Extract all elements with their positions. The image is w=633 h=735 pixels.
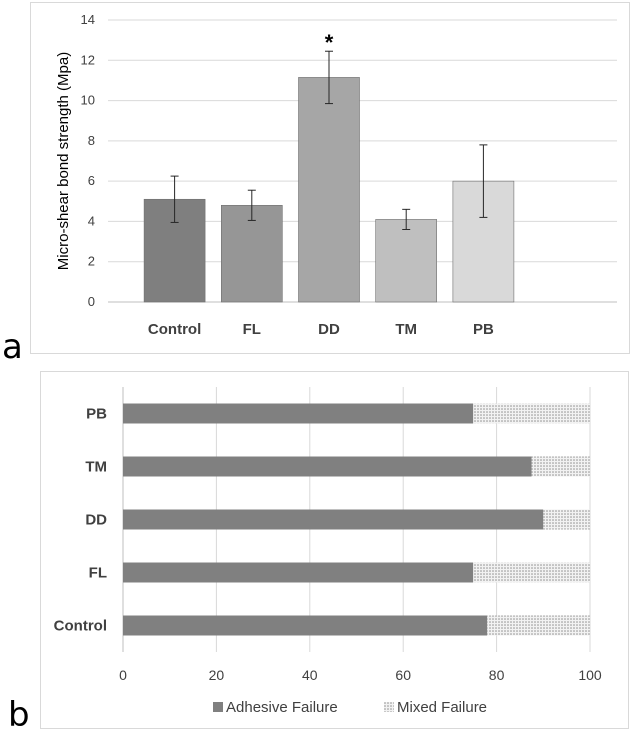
x-tick-label: 0 [119, 667, 127, 683]
x-category-label: TM [395, 321, 417, 338]
bar-segment [123, 509, 544, 530]
bar-segment [473, 403, 590, 424]
y-tick-label: 12 [81, 52, 95, 67]
y-tick-label: 6 [88, 173, 95, 188]
y-tick-label: 14 [81, 12, 95, 27]
x-category-label: PB [473, 321, 494, 338]
x-tick-label: 60 [395, 667, 411, 683]
legend-swatch [213, 702, 223, 712]
y-category-label: Control [54, 618, 107, 635]
y-category-label: TM [85, 459, 107, 476]
legend-label: Adhesive Failure [226, 699, 338, 716]
bar-segment [543, 509, 590, 530]
failure-mode-chart: 0 20 40 60 80 100 PB TM DD FL Control Adhesive Fail… [54, 387, 602, 716]
y-tick-label: 4 [88, 213, 95, 228]
x-category-label: FL [243, 321, 261, 338]
bar-segment [487, 615, 590, 636]
y-tick-label: 2 [88, 254, 95, 269]
y-axis-title: Micro-shear bond strength (Mpa) [55, 52, 72, 270]
bar [298, 77, 360, 303]
legend-label: Mixed Failure [397, 699, 487, 716]
y-category-label: PB [86, 406, 107, 423]
failure-mode-chart-panel [40, 371, 629, 729]
x-tick-label: 80 [489, 667, 505, 683]
bar-segment [123, 403, 474, 424]
y-tick-label: 0 [88, 294, 95, 309]
significance-marker: * [325, 30, 334, 55]
x-tick-label: 20 [209, 667, 225, 683]
x-category-label: DD [318, 321, 340, 338]
x-category-label: Control [148, 321, 201, 338]
y-category-label: FL [89, 565, 107, 582]
bar-segment [123, 562, 474, 583]
legend-swatch [384, 702, 394, 712]
panel-label-b: b [8, 695, 30, 735]
y-category-label: DD [85, 512, 107, 529]
y-tick-label: 8 [88, 133, 95, 148]
bond-strength-chart: 0 2 4 6 8 10 12 14 Control FL DD TM PB * Micro-shear b… [55, 12, 617, 338]
bar-segment [473, 562, 590, 583]
bar [221, 205, 283, 303]
bar-segment [123, 615, 488, 636]
x-tick-label: 40 [302, 667, 318, 683]
bar-segment [531, 456, 590, 477]
bar-segment [123, 456, 532, 477]
panel-label-a: a [2, 327, 23, 367]
x-tick-label: 100 [578, 667, 602, 683]
bar [375, 219, 438, 303]
y-tick-label: 10 [81, 93, 95, 108]
